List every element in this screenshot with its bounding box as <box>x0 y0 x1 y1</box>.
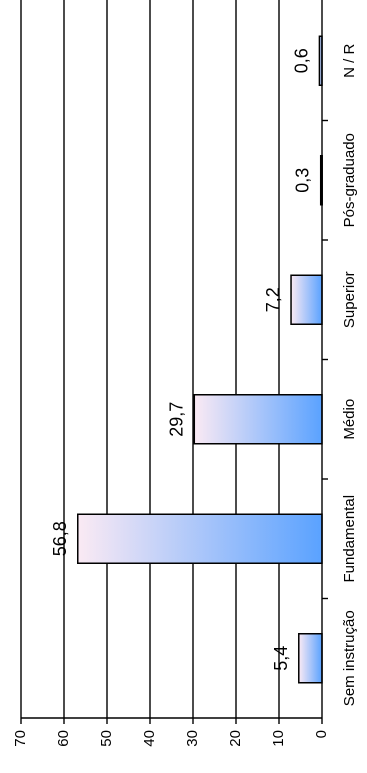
category-label: Pós-graduado <box>341 133 358 227</box>
value-tick-label: 0 <box>313 730 330 738</box>
value-tick-label: 60 <box>55 730 72 747</box>
axes <box>20 0 328 724</box>
grid-lines <box>20 0 280 718</box>
data-label: 7,2 <box>263 287 283 312</box>
value-tick-label: 30 <box>184 730 201 747</box>
data-label: 5,4 <box>271 646 291 671</box>
category-label: Superior <box>341 271 358 328</box>
data-label: 0,6 <box>291 48 311 73</box>
value-tick-label: 20 <box>227 730 244 747</box>
bar <box>193 394 323 445</box>
category-label: Médio <box>341 399 358 440</box>
bar <box>77 513 323 564</box>
bar <box>290 274 323 325</box>
value-tick-label: 70 <box>12 730 29 747</box>
bars <box>77 35 323 684</box>
category-label: Sem instrução <box>341 610 358 706</box>
data-label: 0,3 <box>293 168 313 193</box>
category-label: N / R <box>341 44 358 78</box>
value-tick-label: 40 <box>141 730 158 747</box>
value-tick-label: 10 <box>270 730 287 747</box>
category-label: Fundamental <box>341 495 358 583</box>
bar <box>298 633 323 684</box>
data-label: 29,7 <box>166 402 186 437</box>
data-label: 56,8 <box>50 521 70 556</box>
value-tick-label: 50 <box>98 730 115 747</box>
labels: 0 10 20 30 40 50 60 70 5,4 Sem instrução 56,8 Funda… <box>12 44 358 747</box>
